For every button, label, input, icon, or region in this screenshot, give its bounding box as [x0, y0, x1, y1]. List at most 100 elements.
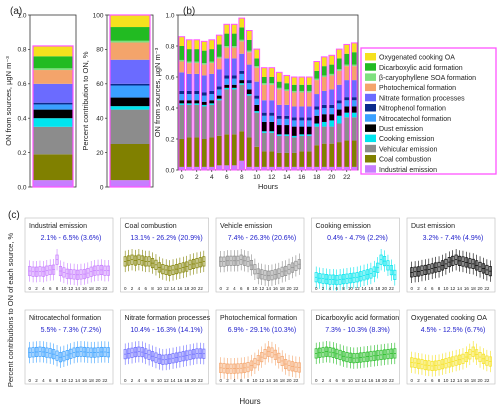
subplot-x-tick-label: 2: [35, 286, 38, 291]
panel-b-x-tick-label: 16: [298, 174, 306, 181]
panel-b-bar-segment: [208, 100, 215, 104]
panel-b-bar-segment: [321, 75, 328, 77]
panel-b-bar-segment: [351, 117, 358, 141]
panel-b-bar-segment: [313, 106, 320, 110]
panel-b-bar-segment: [186, 94, 193, 101]
panel-b-bar-segment: [336, 69, 343, 71]
panel-b-bar-segment: [246, 64, 253, 81]
panel-a-y-tick-label: 40: [96, 116, 104, 123]
legend-swatch: [365, 73, 376, 81]
panel-a-y-tick-label: 100: [93, 12, 104, 19]
panel-b-bar-segment: [276, 118, 283, 126]
legend-swatch: [365, 63, 376, 71]
subplot-range-label: 7.3% - 10.3% (8.3%): [325, 327, 390, 334]
panel-b-bar-segment: [351, 52, 358, 65]
subplot-x-tick-label: 4: [42, 286, 45, 291]
subplot-title: Photochemical formation: [220, 315, 297, 322]
panel-b-bar-segment: [321, 56, 328, 67]
panel-b-bar-segment: [253, 66, 260, 68]
panel-b-y-axis-title: ON from sources, µgN m⁻³: [153, 47, 162, 137]
panel-a-bar-segment: [110, 144, 150, 181]
panel-b-bar-segment: [208, 166, 215, 170]
panel-b-bar-segment: [201, 64, 208, 76]
subplot-x-tick-label: 16: [464, 378, 470, 383]
panel-b-bar-segment: [343, 166, 350, 170]
panel-b-bar-segment: [291, 117, 298, 121]
panel-b-bar-segment: [351, 106, 358, 113]
panel-b-bar-segment: [253, 49, 260, 59]
panel-b-bar-segment: [343, 117, 350, 141]
panel-b-bar-segment: [328, 108, 335, 115]
subplot-x-tick-label: 0: [410, 286, 413, 291]
panel-b-bar-segment: [313, 78, 320, 81]
panel-b-bar-segment: [231, 87, 238, 90]
panel-a-y-axis-title: ON from sources, µgN m⁻³: [4, 56, 13, 146]
subplot-x-tick-label: 12: [450, 286, 456, 291]
subplot-x-tick-label: 14: [457, 378, 463, 383]
panel-b-bar-segment: [261, 132, 268, 152]
panel-b-bar-segment: [193, 90, 200, 95]
panel-b-bar-segment: [201, 75, 208, 93]
subplot-x-tick-label: 8: [56, 286, 59, 291]
panel-b-bar-segment: [298, 92, 305, 107]
panel-b-y-tick-label: 0.4: [165, 105, 174, 112]
panel-a-bar-segment: [33, 68, 73, 71]
subplot-x-tick-label: 8: [438, 378, 441, 383]
panel-b-bar-segment: [283, 89, 290, 91]
panel-b-bar-segment: [178, 100, 185, 104]
panel-b-bar-segment: [238, 18, 245, 28]
subplot-x-tick-label: 2: [417, 378, 420, 383]
panel-a-bar-outline: [32, 45, 74, 188]
panel-b-bar-segment: [223, 89, 230, 135]
panel-b-bar-segment: [253, 67, 260, 82]
panel-b-bar-segment: [231, 89, 238, 135]
subplot-x-tick-label: 8: [247, 286, 250, 291]
panel-b-bar-segment: [321, 143, 328, 167]
panel-b-x-tick-label: 12: [268, 174, 276, 181]
panel-b-bar-segment: [291, 135, 298, 138]
subplot-range-label: 13.1% - 26.2% (20.9%): [130, 235, 202, 242]
panel-c-y-axis-title: Percent contributions to ON of each sour…: [6, 233, 15, 388]
panel-b-bar-segment: [268, 83, 275, 85]
subplot-x-tick-label: 18: [280, 378, 286, 383]
panel-b-x-axis-title: Hours: [258, 182, 278, 191]
subplot-x-tick-label: 20: [96, 286, 102, 291]
panel-b-bar-segment: [238, 83, 245, 85]
subplot-x-tick-label: 12: [450, 378, 456, 383]
panel-b-bar-segment: [208, 90, 215, 95]
panel-b-bar-segment: [328, 89, 335, 105]
subplot-x-tick-label: 20: [382, 286, 388, 291]
panel-b-bar-segment: [253, 104, 260, 112]
panel-b-bar-segment: [208, 49, 215, 62]
legend-swatch: [365, 104, 376, 112]
subplot-range-label: 3.2% - 7.4% (4.9%): [423, 235, 484, 242]
panel-b-bar-segment: [178, 139, 185, 167]
panel-b-x-tick-label: 8: [240, 174, 244, 181]
subplot-x-tick-label: 10: [348, 378, 354, 383]
panel-b-bar-segment: [313, 109, 320, 116]
panel-b-bar-outline: [290, 76, 298, 171]
panel-b-bar-segment: [321, 66, 328, 76]
legend-label: β-caryophyllene SOA formation: [379, 75, 476, 82]
panel-a-y-tick-label: 20: [96, 150, 104, 157]
subplot-x-tick-label: 0: [410, 378, 413, 383]
panel-b-bar-segment: [306, 166, 313, 170]
subplot-x-tick-label: 2: [131, 378, 134, 383]
panel-b-bar-segment: [178, 104, 185, 139]
panel-b-bar-segment: [276, 115, 283, 119]
panel-b-bar-segment: [201, 41, 208, 51]
panel-b-bar-segment: [216, 56, 223, 59]
panel-b-bar-segment: [223, 87, 230, 90]
panel-b-bar-segment: [336, 142, 343, 167]
subplot-x-tick-label: 12: [68, 378, 74, 383]
panel-b-bar-segment: [343, 97, 350, 101]
panel-b-bar-segment: [291, 77, 298, 85]
panel-b-bar-outline: [185, 39, 193, 171]
panel-b-bar-segment: [298, 126, 305, 135]
panel-a-bar-segment: [33, 104, 73, 110]
legend-label: Dicarboxylic acid formation: [379, 65, 463, 72]
panel-b-bar-segment: [268, 132, 275, 152]
panel-c-x-axis-title: Hours: [239, 397, 260, 406]
panel-b-bar-segment: [261, 166, 268, 170]
panel-b-bar-segment: [223, 165, 230, 170]
